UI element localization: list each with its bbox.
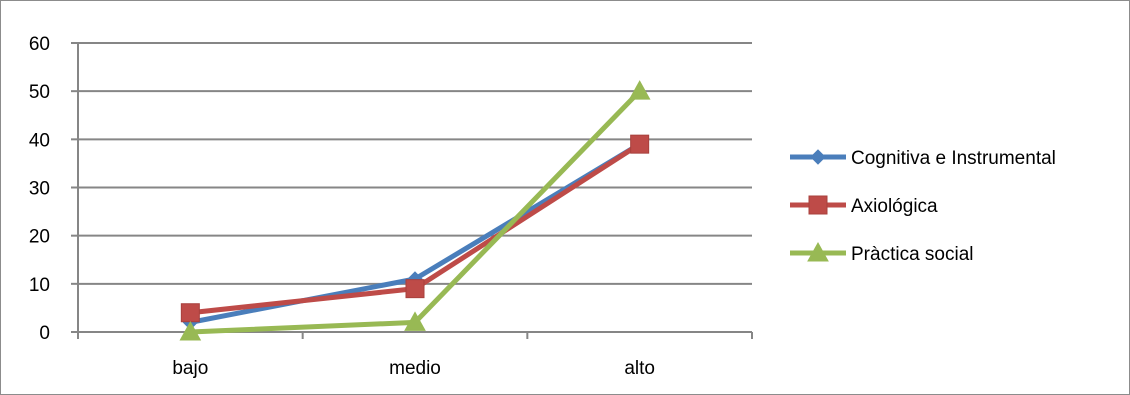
data-point [630, 134, 650, 154]
series-2 [180, 134, 650, 323]
y-tick-label: 10 [29, 275, 50, 296]
x-tick-labels: bajo medio alto [172, 358, 655, 379]
x-tick-label: medio [389, 358, 441, 379]
y-tick-label: 20 [29, 227, 50, 248]
data-point [179, 320, 202, 341]
data-point [180, 303, 200, 323]
legend-item-1: Cognitiva e Instrumental [790, 148, 1056, 169]
y-tick-label: 40 [29, 130, 50, 151]
x-tick-label: bajo [172, 358, 208, 379]
y-tick-labels: 0 10 20 30 40 50 60 [29, 34, 50, 344]
legend-item-2: Axiológica [790, 195, 938, 217]
y-tick-label: 60 [29, 34, 50, 55]
legend-marker [810, 149, 826, 165]
series-3 [179, 80, 651, 341]
legend-marker [807, 241, 829, 262]
y-tick-label: 0 [39, 323, 50, 344]
data-point [628, 80, 651, 100]
x-tick-label: alto [624, 358, 655, 379]
axes [71, 42, 753, 339]
legend-item-3: Pràctica social [790, 241, 974, 265]
legend: Cognitiva e Instrumental Axiológica Pràcti… [790, 148, 1056, 265]
legend-label: Cognitiva e Instrumental [851, 148, 1056, 169]
legend-marker [808, 195, 828, 215]
gridlines [78, 42, 752, 285]
legend-label: Axiológica [851, 196, 938, 217]
data-point [404, 311, 426, 331]
legend-label: Pràctica social [851, 244, 974, 265]
series-1 [182, 136, 648, 331]
series-group [179, 80, 651, 341]
data-point [405, 279, 425, 299]
y-tick-label: 30 [29, 179, 50, 200]
y-tick-label: 50 [29, 82, 50, 103]
